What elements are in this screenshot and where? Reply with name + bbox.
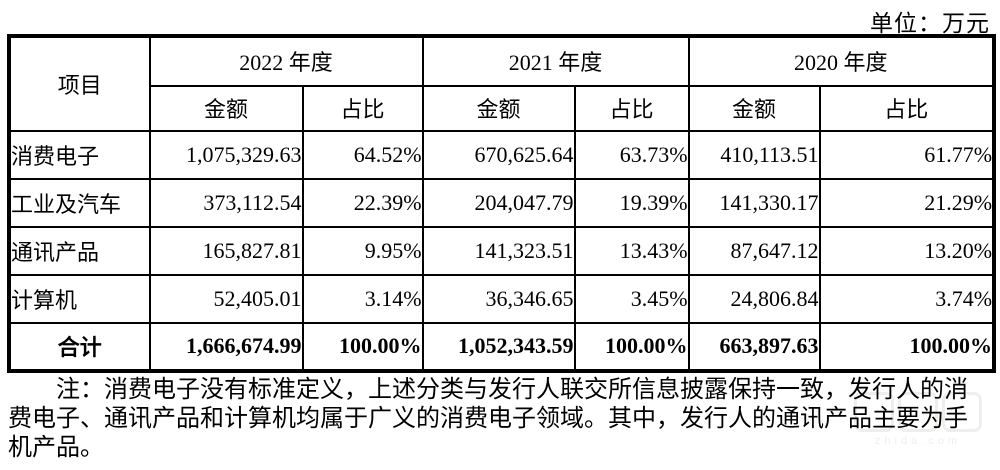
cell-ratio-2022: 3.14% [301, 273, 424, 324]
header-ratio-2020: 占比 [818, 84, 995, 132]
header-ratio-2022: 占比 [301, 84, 424, 132]
header-year-2021: 2021 年度 [421, 35, 690, 87]
cell-amount-2022: 1,075,329.63 [148, 129, 304, 180]
header-row-years: 项目 2022 年度 2021 年度 2020 年度 [8, 35, 995, 132]
note-line: 机产品。 [8, 435, 104, 461]
cell-amount-2020: 663,897.63 [687, 321, 821, 372]
header-item: 项目 [8, 35, 151, 132]
cell-amount-2022: 165,827.81 [148, 225, 304, 276]
table-row-total: 合计 1,666,674.99 100.00% 1,052,343.59 100… [8, 321, 995, 372]
table-row-computer: 计算机 52,405.01 3.14% 36,346.65 3.45% 24,8… [8, 273, 995, 324]
cell-amount-2021: 670,625.64 [421, 129, 576, 180]
cell-ratio-2021: 19.39% [573, 177, 690, 228]
cell-amount-2022: 52,405.01 [148, 273, 304, 324]
note-line: 注：消费电子没有标准定义，上述分类与发行人联交所信息披露保持一致，发行人的消 [56, 377, 968, 403]
cell-amount-2022: 1,666,674.99 [148, 321, 304, 372]
cell-ratio-2020: 3.74% [818, 273, 995, 324]
cell-amount-2020: 410,113.51 [687, 129, 821, 180]
note-paragraph: 注：消费电子没有标准定义，上述分类与发行人联交所信息披露保持一致，发行人的消 费… [8, 376, 992, 463]
table-row-communication-products: 通讯产品 165,827.81 9.95% 141,323.51 13.43% … [8, 225, 995, 276]
cell-amount-2022: 373,112.54 [148, 177, 304, 228]
cell-ratio-2022: 64.52% [301, 129, 424, 180]
table-row-industrial-automotive: 工业及汽车 373,112.54 22.39% 204,047.79 19.39… [8, 177, 995, 228]
cell-ratio-2022: 22.39% [301, 177, 424, 228]
cell-amount-2021: 204,047.79 [421, 177, 576, 228]
note-line: 费电子、通讯产品和计算机均属于广义的消费电子领域。其中，发行人的通讯产品主要为手 [8, 406, 968, 432]
cell-amount-2021: 1,052,343.59 [421, 321, 576, 372]
cell-ratio-2020: 61.77% [818, 129, 995, 180]
row-item-label: 合计 [8, 321, 151, 372]
cell-amount-2020: 87,647.12 [687, 225, 821, 276]
header-year-2022: 2022 年度 [148, 35, 424, 87]
cell-ratio-2021: 3.45% [573, 273, 690, 324]
cell-ratio-2022: 100.00% [301, 321, 424, 372]
row-item-label: 消费电子 [8, 129, 151, 180]
cell-ratio-2021: 100.00% [573, 321, 690, 372]
cell-ratio-2020: 21.29% [818, 177, 995, 228]
cell-ratio-2021: 13.43% [573, 225, 690, 276]
header-row-sub: 金额 占比 金额 占比 金额 占比 [10, 84, 995, 132]
header-ratio-2021: 占比 [573, 84, 690, 132]
cell-amount-2021: 141,323.51 [421, 225, 576, 276]
revenue-breakdown-table: 项目 2022 年度 2021 年度 2020 年度 金额 占比 金额 占比 金… [6, 34, 997, 373]
cell-ratio-2022: 9.95% [301, 225, 424, 276]
row-item-label: 工业及汽车 [8, 177, 151, 228]
cell-amount-2021: 36,346.65 [421, 273, 576, 324]
table-row-consumer-electronics: 消费电子 1,075,329.63 64.52% 670,625.64 63.7… [8, 129, 995, 180]
header-year-2020: 2020 年度 [687, 35, 995, 87]
header-amount-2022: 金额 [148, 84, 304, 132]
cell-ratio-2020: 13.20% [818, 225, 995, 276]
cell-amount-2020: 24,806.84 [687, 273, 821, 324]
cell-amount-2020: 141,330.17 [687, 177, 821, 228]
cell-ratio-2021: 63.73% [573, 129, 690, 180]
header-amount-2020: 金额 [687, 84, 821, 132]
row-item-label: 计算机 [8, 273, 151, 324]
header-amount-2021: 金额 [421, 84, 576, 132]
row-item-label: 通讯产品 [8, 225, 151, 276]
cell-ratio-2020: 100.00% [818, 321, 995, 372]
unit-label: 单位：万元 [870, 11, 990, 36]
